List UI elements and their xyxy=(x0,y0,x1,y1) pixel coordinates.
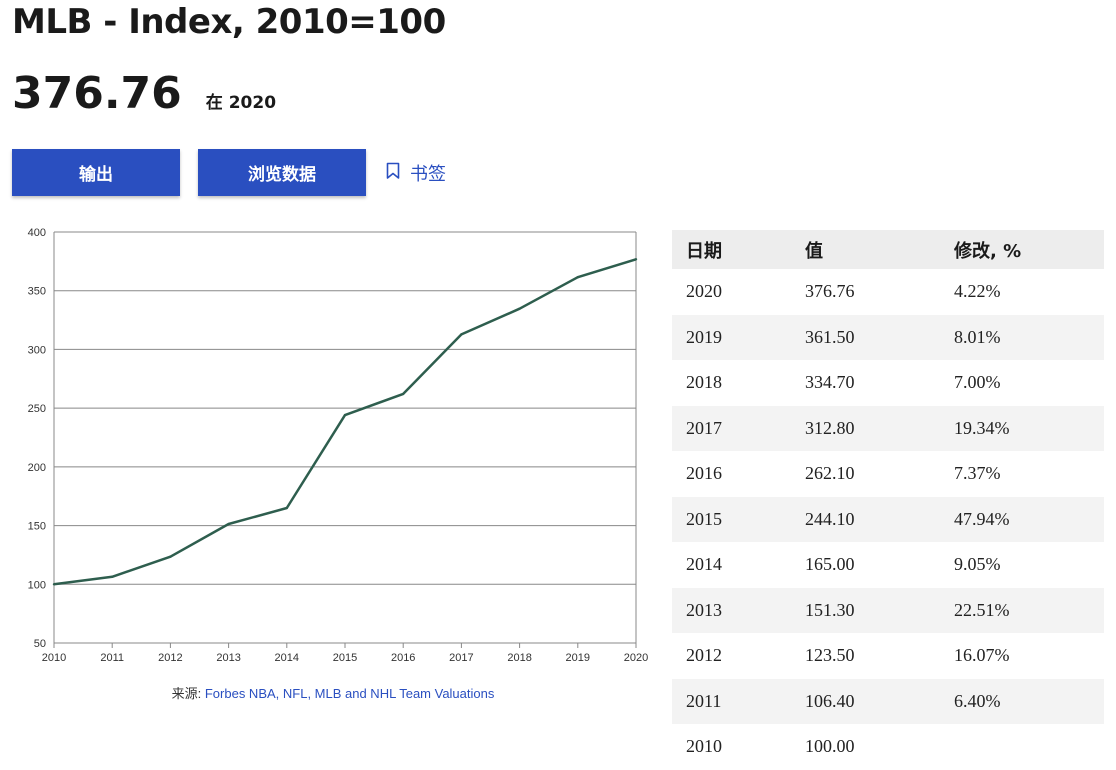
bookmark-button[interactable]: 书签 xyxy=(386,160,446,186)
cell-value: 100.00 xyxy=(805,736,855,757)
cell-value: 334.70 xyxy=(805,372,855,393)
cell-value: 165.00 xyxy=(805,554,855,575)
data-point xyxy=(52,583,56,586)
latest-year-note: 在 2020 xyxy=(205,93,277,113)
cell-change: 9.05% xyxy=(954,554,1001,575)
data-point xyxy=(402,392,405,396)
x-tick-label: 2020 xyxy=(624,652,648,664)
x-tick-label: 2014 xyxy=(275,652,299,664)
header-value: 值 xyxy=(805,240,823,262)
line-chart: 50 100 150 200 250 300 350 400 2010 2011 2012 2013 2… xyxy=(0,220,660,690)
table-row: 2015 244.10 47.94% xyxy=(672,496,1104,542)
y-tick-label: 400 xyxy=(28,227,46,239)
table-row: 2017 312.80 19.34% xyxy=(672,405,1104,451)
bookmark-icon xyxy=(386,162,400,184)
cell-date: 2014 xyxy=(686,554,722,575)
cell-change: 7.37% xyxy=(954,463,1001,484)
page-title: MLB - Index, 2010=100 xyxy=(12,2,446,42)
cell-change: 16.07% xyxy=(954,645,1010,666)
source-prefix: 来源: xyxy=(171,686,205,701)
cell-value: 151.30 xyxy=(805,599,855,620)
cell-change: 7.00% xyxy=(954,372,1001,393)
cell-value: 123.50 xyxy=(805,645,855,666)
y-tick-label: 100 xyxy=(28,579,46,591)
cell-date: 2013 xyxy=(686,599,722,620)
table-row: 2014 165.00 9.05% xyxy=(672,542,1104,588)
chart-svg: 50 100 150 200 250 300 350 400 2010 2011 2012 2013 2… xyxy=(28,227,649,664)
latest-value-row: 376.76 在 2020 xyxy=(12,68,276,119)
cell-date: 2015 xyxy=(686,508,722,529)
source-note: 来源: Forbes NBA, NFL, MLB and NHL Team Va… xyxy=(0,683,666,702)
cell-value: 244.10 xyxy=(805,508,855,529)
table-header-row: 日期 值 修改, % xyxy=(672,230,1104,269)
cell-change xyxy=(940,724,1104,770)
data-point xyxy=(169,555,172,558)
cell-change: 8.01% xyxy=(954,326,1001,347)
y-tick-label: 350 xyxy=(28,286,46,298)
table-row: 2018 334.70 7.00% xyxy=(672,360,1104,406)
cell-date: 2012 xyxy=(686,645,722,666)
cell-date: 2011 xyxy=(686,690,722,711)
export-button[interactable]: 输出 xyxy=(12,149,180,196)
x-tick-label: 2019 xyxy=(566,652,590,664)
cell-date: 2020 xyxy=(686,281,722,302)
x-tick-label: 2016 xyxy=(391,652,415,664)
data-point xyxy=(285,506,288,510)
data-point xyxy=(227,522,230,526)
cell-change: 4.22% xyxy=(954,281,1001,302)
latest-value: 376.76 xyxy=(12,68,182,119)
y-tick-label: 50 xyxy=(34,638,46,650)
browse-data-button[interactable]: 浏览数据 xyxy=(198,149,366,196)
series-line xyxy=(53,258,637,586)
cell-change: 6.40% xyxy=(954,690,1001,711)
x-tick-label: 2011 xyxy=(100,652,124,664)
bookmark-label: 书签 xyxy=(410,164,446,185)
cell-change: 19.34% xyxy=(954,417,1010,438)
cell-date: 2017 xyxy=(686,417,722,438)
header-change: 修改, % xyxy=(954,240,1022,262)
data-point xyxy=(518,307,521,310)
cell-date: 2016 xyxy=(686,463,722,484)
cell-date: 2019 xyxy=(686,326,722,347)
data-table: 日期 值 修改, % 2020 376.76 4.22% 2019 361.50… xyxy=(672,230,1104,770)
x-tick-label: 2010 xyxy=(42,652,66,664)
cell-value: 312.80 xyxy=(805,417,855,438)
x-tick-label: 2013 xyxy=(216,652,240,664)
table-row: 2012 123.50 16.07% xyxy=(672,633,1104,679)
x-tick-label: 2015 xyxy=(333,652,357,664)
data-point xyxy=(343,413,347,417)
table-row: 2019 361.50 8.01% xyxy=(672,314,1104,360)
table-row: 2011 106.40 6.40% xyxy=(672,678,1104,724)
cell-value: 262.10 xyxy=(805,463,855,484)
data-point xyxy=(634,258,638,261)
table-row: 2016 262.10 7.37% xyxy=(672,451,1104,497)
table-row: 2010 100.00 xyxy=(672,724,1104,770)
y-tick-label: 200 xyxy=(28,462,46,474)
y-tick-label: 300 xyxy=(28,344,46,356)
cell-date: 2010 xyxy=(686,736,722,757)
table-row: 2013 151.30 22.51% xyxy=(672,587,1104,633)
cell-date: 2018 xyxy=(686,372,722,393)
cell-value: 106.40 xyxy=(805,690,855,711)
data-point xyxy=(460,333,463,336)
source-link[interactable]: Forbes NBA, NFL, MLB and NHL Team Valuat… xyxy=(204,686,495,701)
x-tick-label: 2012 xyxy=(158,652,182,664)
cell-value: 361.50 xyxy=(805,326,855,347)
header-date: 日期 xyxy=(686,240,722,262)
cell-change: 22.51% xyxy=(954,599,1010,620)
y-tick-label: 150 xyxy=(28,521,46,533)
x-tick-label: 2017 xyxy=(449,652,473,664)
data-point xyxy=(111,575,114,578)
y-tick-label: 250 xyxy=(28,403,46,415)
table-row: 2020 376.76 4.22% xyxy=(672,269,1104,315)
data-point xyxy=(576,276,579,279)
x-tick-label: 2018 xyxy=(507,652,531,664)
cell-value: 376.76 xyxy=(805,281,855,302)
cell-change: 47.94% xyxy=(954,508,1010,529)
